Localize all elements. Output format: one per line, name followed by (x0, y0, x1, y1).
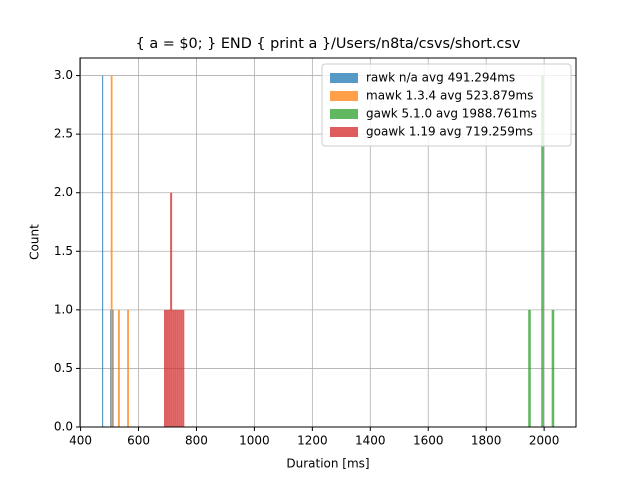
x-tick-label: 1600 (413, 434, 444, 448)
bar (127, 309, 129, 427)
plot-frame (79, 57, 577, 428)
legend-box (321, 63, 572, 147)
bar (172, 309, 175, 427)
y-tick-label: 1.0 (54, 302, 73, 316)
legend-swatch (330, 109, 358, 119)
y-tick-label: 2.5 (54, 127, 73, 141)
bar (178, 309, 181, 427)
bar (168, 309, 171, 427)
bar (102, 75, 104, 428)
x-tick-label: 1400 (355, 434, 386, 448)
bar (528, 309, 531, 427)
bar (164, 309, 167, 427)
bar (112, 309, 114, 427)
legend-swatch (330, 127, 358, 137)
y-tick-label: 1.5 (54, 244, 73, 258)
y-tick-label: 0.0 (54, 420, 73, 434)
y-axis-label: Count (28, 224, 42, 260)
x-tick-label: 400 (69, 434, 92, 448)
legend-label: mawk 1.3.4 avg 523.879ms (366, 89, 533, 103)
x-axis-label: Duration [ms] (286, 457, 369, 471)
bar (182, 309, 185, 427)
legend-swatch (330, 91, 358, 101)
x-tick-label: 600 (127, 434, 150, 448)
y-tick-label: 2.0 (54, 185, 73, 199)
bar (541, 75, 544, 428)
x-tick-label: 1800 (471, 434, 502, 448)
bar (110, 75, 113, 428)
bar (176, 309, 179, 427)
x-tick-label: 1000 (239, 434, 270, 448)
bar (170, 192, 173, 427)
bar (174, 309, 177, 427)
legend-label: gawk 5.1.0 avg 1988.761ms (366, 107, 537, 121)
y-tick-label: 0.5 (54, 361, 73, 375)
x-tick-label: 800 (185, 434, 208, 448)
x-tick-label: 2000 (529, 434, 560, 448)
legend-label: goawk 1.19 avg 719.259ms (366, 125, 533, 139)
x-tick-label: 1200 (297, 434, 328, 448)
y-tick-label: 3.0 (54, 68, 73, 82)
chart-title: { a = $0; } END { print a }/Users/n8ta/c… (136, 36, 521, 52)
bar (551, 309, 555, 427)
bar (166, 309, 169, 427)
legend-label: rawk n/a avg 491.294ms (366, 71, 515, 85)
bar (118, 309, 120, 427)
legend-swatch (330, 73, 358, 83)
bar (180, 309, 183, 427)
